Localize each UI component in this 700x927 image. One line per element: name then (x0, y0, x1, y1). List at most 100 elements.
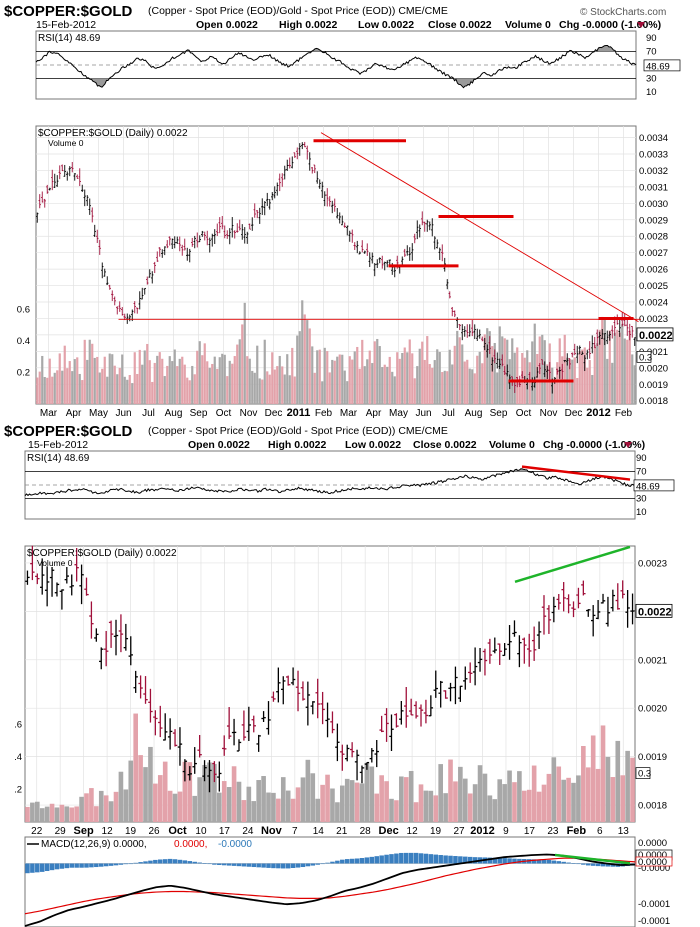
ohlc-high: High 0.0022 (279, 19, 338, 31)
volume-bar (54, 807, 60, 822)
price-tick-label: 0.0018 (639, 396, 668, 407)
price-tick-label: 0.0033 (639, 149, 668, 160)
rsi-tick-label: 70 (646, 46, 657, 57)
macd-histogram-bar (605, 863, 611, 867)
volume-bar (413, 378, 416, 404)
volume-bar (561, 779, 566, 822)
volume-bar (278, 355, 281, 404)
volume-bar (541, 784, 547, 822)
volume-bar (108, 801, 114, 822)
volume-bar (59, 804, 65, 822)
macd-histogram-bar (408, 852, 414, 864)
volume-bar (576, 775, 581, 822)
volume-bar (153, 783, 158, 822)
rsi-tick-label: 10 (646, 87, 657, 98)
volume-bar (408, 339, 411, 404)
volume-bar (263, 339, 266, 404)
volume-bar (285, 790, 291, 822)
x-axis-label: Jun (115, 408, 131, 419)
volume-bar (600, 725, 606, 822)
macd-histogram-bar (433, 854, 439, 864)
bottom-volume-legend: Volume 0 (37, 558, 73, 568)
volume-bar (58, 353, 61, 404)
macd-histogram-bar (94, 863, 99, 868)
volume-bar (148, 360, 151, 404)
volume-bar (68, 361, 71, 404)
volume-bar (162, 761, 168, 822)
macd-histogram-bar (492, 857, 498, 864)
volume-bar (398, 358, 401, 404)
volume-bar (466, 359, 469, 404)
macd-histogram-bar (25, 863, 30, 874)
macd-histogram-bar (438, 855, 443, 864)
volume-bar (426, 336, 429, 404)
volume-bar (133, 713, 138, 822)
volume-bar (93, 357, 96, 404)
top-volume-legend: Volume 0 (48, 138, 84, 148)
volume-bar (625, 750, 630, 822)
x-axis-label: Dec (265, 408, 283, 419)
macd-histogram-bar (202, 863, 207, 864)
volume-bar (43, 377, 46, 404)
macd-histogram-bar (172, 859, 178, 864)
x-axis-label: Oct (168, 825, 187, 837)
macd-histogram-bar (123, 863, 129, 865)
volume-bar (196, 350, 199, 404)
x-axis-label: Sep (190, 408, 208, 419)
volume-bar (497, 779, 503, 822)
last-price-label: 0.0022 (638, 606, 672, 618)
x-axis-label: Feb (567, 825, 587, 837)
volume-bar (158, 352, 161, 404)
volume-bar (178, 358, 181, 404)
x-axis-label: 2011 (287, 407, 311, 419)
volume-bar (613, 332, 616, 404)
volume-bar (74, 806, 79, 822)
volume-bar (477, 765, 483, 822)
macd-histogram-bar (217, 863, 222, 866)
volume-bar (266, 371, 269, 404)
macd-histogram-bar (84, 863, 89, 868)
volume-axis-label: 0.2 (17, 368, 30, 379)
volume-bar (118, 771, 124, 822)
volume-bar (556, 362, 559, 404)
volume-bar (631, 354, 634, 404)
volume-bar (411, 353, 414, 404)
macd-histogram-bar (600, 863, 606, 867)
chart-date: 15-Feb-2012 (36, 19, 96, 31)
volume-bar (628, 330, 631, 404)
volume-bar (206, 361, 209, 404)
macd-histogram-bar (325, 862, 330, 864)
volume-bar (551, 757, 557, 822)
macd-histogram-bar (241, 863, 247, 867)
x-axis-label: 2012 (586, 407, 610, 419)
volume-bar (611, 362, 614, 404)
volume-bar (446, 371, 449, 404)
volume-bar (192, 795, 198, 822)
chart-subtitle-2: (Copper - Spot Price (EOD)/Gold - Spot P… (148, 425, 448, 437)
macd-histogram-bar (497, 857, 502, 864)
volume-bar (223, 354, 226, 404)
volume-bar (453, 781, 458, 822)
volume-bar (25, 806, 30, 822)
volume-bar (293, 376, 296, 404)
volume-bar (615, 740, 621, 822)
bottom-price-legend: $COPPER:$GOLD (Daily) 0.0022 (27, 548, 177, 559)
volume-axis-label: 0.4 (17, 336, 30, 347)
volume-bar (413, 802, 419, 822)
macd-value-label: 0.0000 (638, 850, 667, 861)
volume-bar (211, 363, 214, 404)
volume-bar (493, 342, 496, 404)
volume-bar (226, 376, 229, 404)
volume-bar (266, 792, 271, 822)
volume-bar (507, 770, 512, 822)
volume-bar (193, 374, 196, 404)
volume-bar (53, 372, 56, 404)
volume-bar (98, 790, 104, 822)
ohlc-volume-2: Volume 0 (489, 439, 535, 451)
volume-bar (578, 351, 581, 404)
volume-bar (608, 330, 611, 404)
price-tick-label: 0.0030 (639, 199, 668, 210)
x-axis-label: 22 (31, 826, 43, 837)
volume-bar (273, 369, 276, 404)
volume-bar (30, 802, 35, 822)
